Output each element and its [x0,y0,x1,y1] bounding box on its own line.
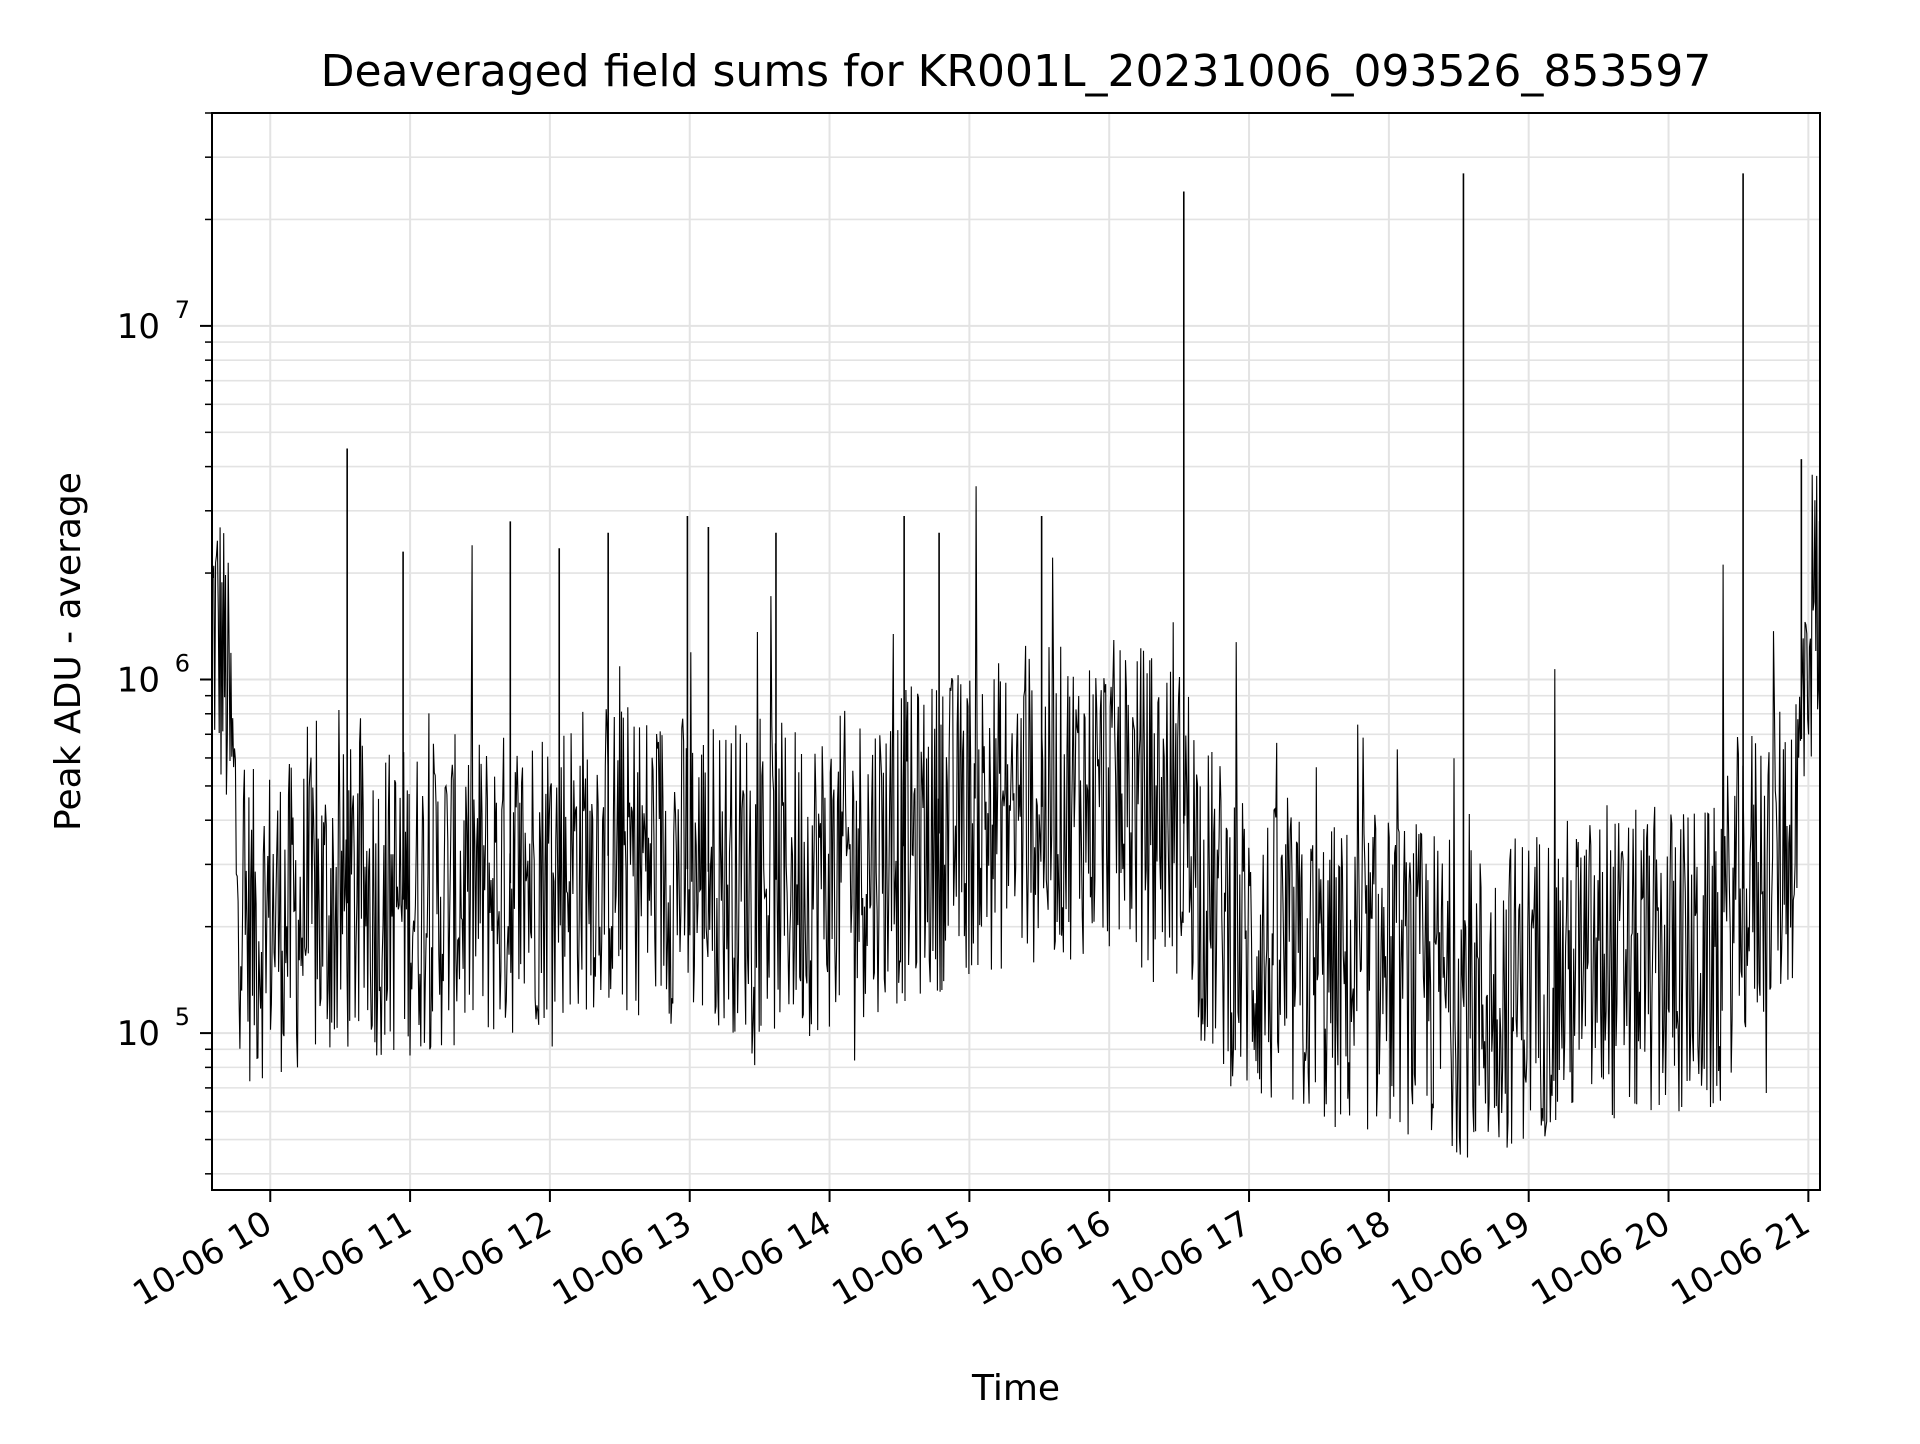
series-line-layer [211,173,1820,1158]
y-tick-label: 10 [117,1014,160,1054]
y-tick-base: 10 [117,307,160,347]
y-tick-base: 10 [117,660,160,700]
y-tick-base: 10 [117,1014,160,1054]
chart-title: Deaveraged field sums for KR001L_2023100… [321,46,1712,97]
series-line [211,474,1820,1158]
y-tick-exponent: 7 [175,296,190,324]
plot-frame [211,112,1821,1191]
y-axis-label: Peak ADU - average [48,472,89,831]
y-tick-label: 10 [117,307,160,347]
y-tick-exponent: 6 [175,649,190,677]
x-axis-label: Time [971,1368,1060,1409]
y-tick-label: 10 [117,660,160,700]
y-tick-exponent: 5 [175,1003,190,1031]
